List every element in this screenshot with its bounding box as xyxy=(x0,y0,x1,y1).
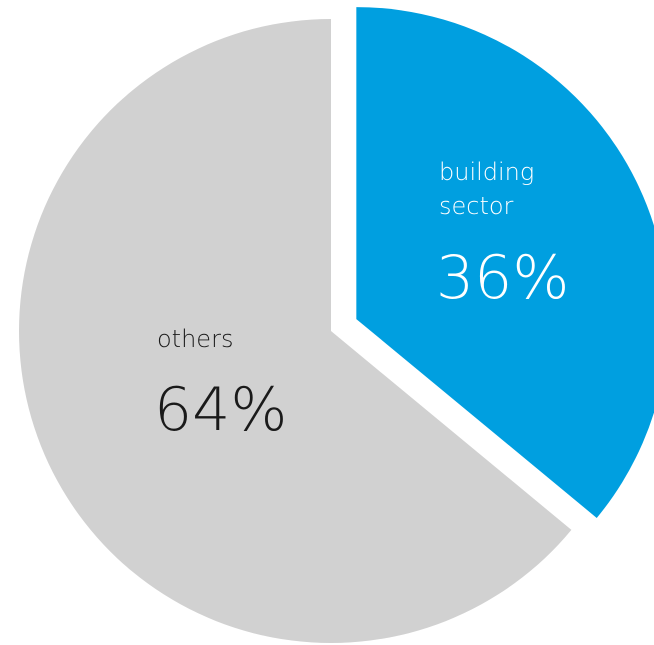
slice-label-text: building xyxy=(439,158,534,186)
pie-slice-others xyxy=(18,19,572,644)
pie-slice-building-sector xyxy=(356,7,654,518)
slice-label-text: others xyxy=(157,325,233,353)
slice-value-label: 64% xyxy=(154,375,287,445)
pie-labels: building sector 36% others 64% xyxy=(154,158,569,445)
slice-value-label: 36% xyxy=(436,243,569,313)
slice-label-text: sector xyxy=(439,192,514,220)
pie-slices xyxy=(18,7,654,644)
